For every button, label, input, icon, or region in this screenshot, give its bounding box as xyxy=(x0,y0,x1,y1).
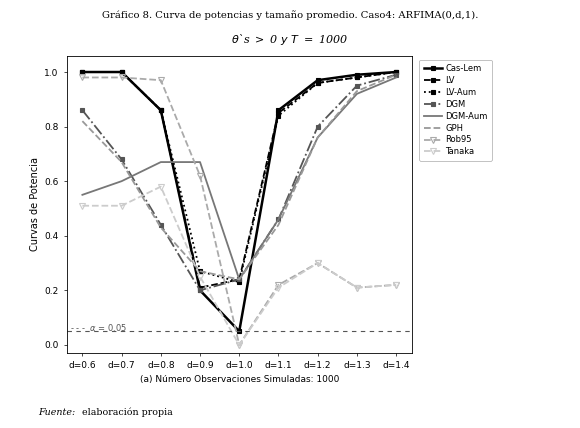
Text: Gráfico 8. Curva de potencias y tamaño promedio. Caso4: ARFIMA(0,d,1).: Gráfico 8. Curva de potencias y tamaño p… xyxy=(102,11,478,21)
Y-axis label: Curvas de Potencia: Curvas de Potencia xyxy=(30,158,40,251)
Legend: Cas-Lem, LV, LV-Aum, DGM, DGM-Aum, GPH, Rob95, Tanaka: Cas-Lem, LV, LV-Aum, DGM, DGM-Aum, GPH, … xyxy=(419,60,492,160)
X-axis label: (a) Número Observaciones Simuladas: 1000: (a) Número Observaciones Simuladas: 1000 xyxy=(140,374,339,383)
Text: - - -  $\alpha$ = 0.05: - - - $\alpha$ = 0.05 xyxy=(70,322,128,333)
Text: $\theta$`s $>$ 0 $y$ $T$ $=$ 1000: $\theta$`s $>$ 0 $y$ $T$ $=$ 1000 xyxy=(231,32,349,47)
Text: Fuente:: Fuente: xyxy=(38,408,75,417)
Text: elaboración propia: elaboración propia xyxy=(79,408,173,417)
